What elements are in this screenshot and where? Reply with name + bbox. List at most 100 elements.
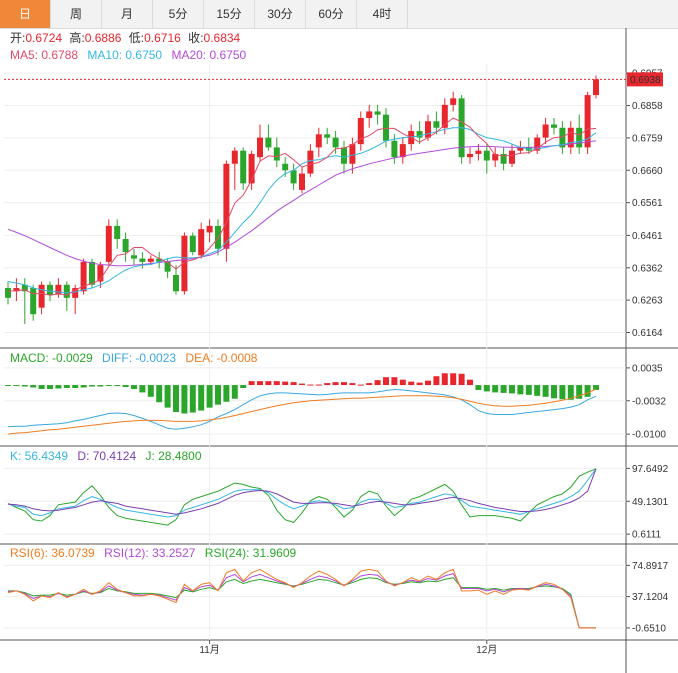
macd-bar [534,385,541,396]
macd-bar [341,382,347,386]
candle-body [425,121,431,138]
candle-body [542,124,549,138]
candle-body [483,150,490,161]
timeframe-tabs: 日周月 5分 15分 30分 60分 4时 [0,0,678,29]
ma20-legend: MA20: 0.6750 [171,48,246,62]
candle-body [47,284,53,295]
macd-bar [72,385,79,388]
macd-bar [13,385,20,387]
tab-6[interactable]: 60分 [306,0,357,28]
last-price-badge [627,72,663,87]
macd-bar [467,379,473,386]
macd-bar [189,385,196,413]
candle-body [181,235,188,292]
candle-body [105,225,112,262]
macd-bar [5,385,11,387]
macd-bar [139,385,146,393]
forex-chart: 开:0.6724 高:0.6886 低:0.6716 收:0.6834 MA5:… [0,28,678,673]
candle-body [559,127,566,148]
macd-bar [198,385,205,411]
candle-body [467,153,473,158]
macd-bar [248,381,255,386]
open-label: 开: [10,31,25,45]
macd-bar [114,385,121,387]
candle-body [265,137,272,148]
candle-body [509,150,515,164]
open-value: 0.6724 [25,31,62,45]
candle-body [315,134,322,148]
macd-bar [509,385,515,394]
candle-body [534,137,541,151]
ma-legend: MA5: 0.6788 MA10: 0.6750 MA20: 0.6750 [10,48,246,62]
candle-body [450,98,457,105]
y-tick-label: 0.6164 [632,328,663,339]
kdj-j-line [7,468,597,526]
candle-body [441,104,448,128]
rsi12-line [7,573,596,629]
rsi-legend-12: RSI(12): 33.2527 [104,546,196,560]
candle-body [584,95,591,148]
close-value: 0.6834 [204,31,241,45]
high-value: 0.6886 [85,31,122,45]
candle-body [198,229,205,256]
candle-body [139,258,146,262]
candle-body [366,111,373,118]
y-tick-label: 0.6759 [632,133,663,144]
candle-body [374,111,381,115]
candle-body [593,79,599,96]
last-price-label: 0.6938 [630,75,661,86]
ma5-line [7,117,597,296]
tab-5[interactable]: 30分 [255,0,306,28]
macd-bar [357,384,364,386]
candle-body [30,288,37,315]
candle-body [189,235,196,253]
candle-body [299,173,305,190]
candle-body [5,288,11,298]
macd-bar [30,385,37,388]
y-tick-label: 74.8917 [632,561,669,572]
tab-3[interactable]: 5分 [153,0,204,28]
macd-bar [223,385,230,402]
candle-body [122,238,129,253]
tab-2[interactable]: 月 [102,0,153,28]
candle-body [72,288,79,298]
macd-bar [215,385,221,405]
macd-bar [374,380,381,386]
macd-bar [299,383,305,386]
macd-bar [567,385,574,400]
macd-bar [542,385,549,397]
macd-bar [290,382,297,386]
candle-body [475,150,482,154]
macd-bar [307,384,314,386]
macd-bar [147,385,154,397]
macd-bar [492,385,499,393]
macd-bar [181,385,188,414]
macd-bar [206,385,213,408]
tab-0[interactable]: 日 [0,0,51,28]
candle-body [349,144,356,164]
candle-body [282,163,289,171]
y-tick-label: 49.1301 [632,497,669,508]
tab-7[interactable]: 4时 [357,0,408,28]
candle-body [97,265,104,282]
low-value: 0.6716 [144,31,181,45]
candle-body [13,288,20,292]
candle-body [332,137,339,148]
tab-4[interactable]: 15分 [204,0,255,28]
rsi-legend: RSI(6): 36.0739 RSI(12): 33.2527 RSI(24)… [10,546,297,560]
macd-bar [399,379,406,386]
macd-bar [164,385,171,408]
tab-1[interactable]: 周 [51,0,102,28]
candle-body [567,127,574,148]
macd-bar [458,373,465,386]
y-tick-label: 0.6263 [632,296,663,307]
candle-body [433,121,440,128]
candle-body [273,147,280,161]
macd-legend: MACD: -0.0029 DIFF: -0.0023 DEA: -0.0008 [10,351,258,365]
candle-body [21,284,28,292]
chart-marks [4,75,626,629]
candle-body [63,284,70,298]
y-tick-label: 0.6111 [632,530,662,541]
macd-bar [38,385,45,389]
macd-legend-diff: DIFF: -0.0023 [102,351,176,365]
